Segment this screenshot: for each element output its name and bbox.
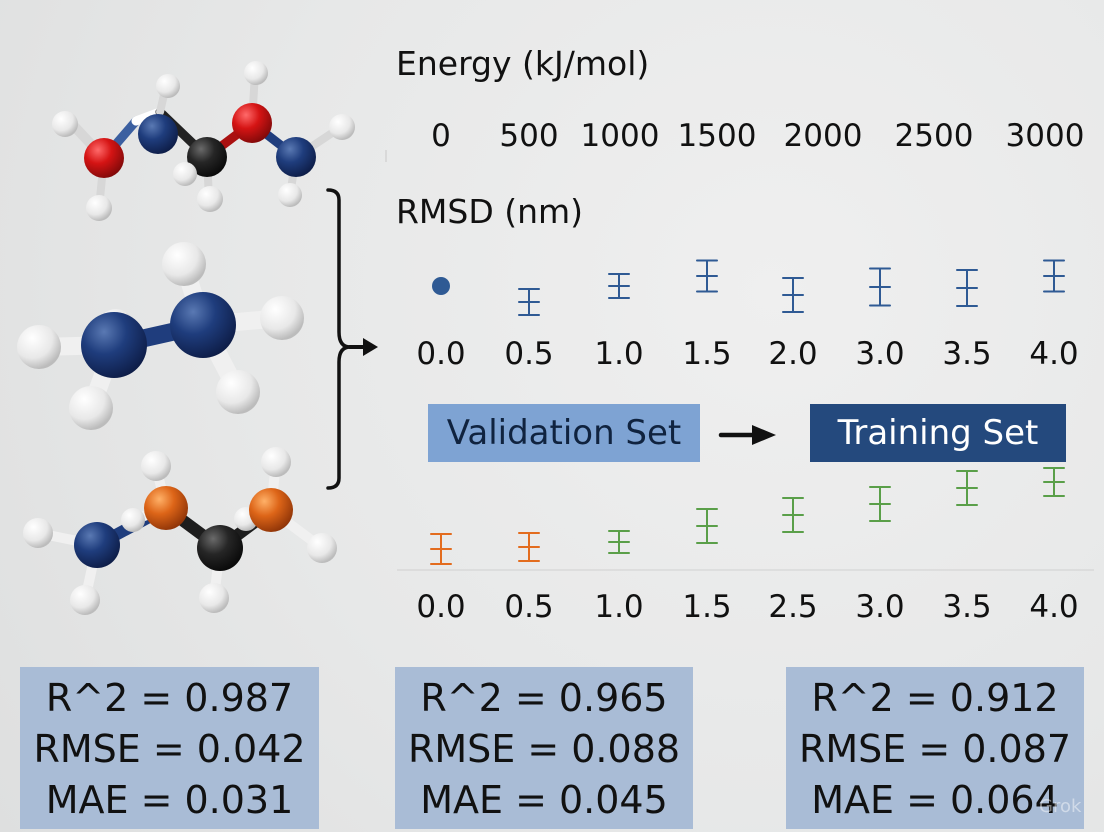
nitrogen-atom [138,114,178,154]
nitrogen-atom [74,522,120,568]
bottom-error-marker [1043,467,1065,497]
rmse-value: RMSE = 0.088 [407,727,681,771]
carbon-atom [187,137,227,177]
top-data-point [432,277,450,295]
hydrogen-atom [141,451,171,481]
rmsd-tick: 1.5 [682,336,732,372]
energy-tick: 1000 [580,118,660,154]
top-error-marker [869,267,891,307]
stats-box-1: R^2 = 0.987 RMSE = 0.042 MAE = 0.031 [20,667,319,829]
top-error-marker [782,277,804,313]
bottom-error-marker [608,530,630,554]
middle-molecule [17,242,304,430]
bottom-error-marker [869,486,891,522]
rmsd-tick: 4.0 [1029,336,1079,372]
bottom-tick: 0.5 [504,589,554,625]
nitrogen-atom [276,137,316,177]
bottom-markers-group [430,467,1065,565]
hydrogen-atom [329,114,355,140]
phosphorus-atom [249,488,293,532]
top-error-marker [696,259,718,293]
r-squared-value: R^2 = 0.965 [420,676,668,720]
hydrogen-atom [156,74,180,98]
rmsd-axis-title: RMSD (nm) [396,192,584,231]
top-error-marker [608,273,630,299]
rmse-value: RMSE = 0.042 [33,727,306,771]
hydrogen-atom [52,111,78,137]
bottom-error-marker [956,470,978,506]
hydrogen-atom [69,386,113,430]
bottom-tick: 0.0 [416,589,466,625]
nitrogen-atom [81,312,147,378]
hydrogen-atom [17,325,61,369]
energy-tick: 2500 [894,118,974,154]
bottom-tick: 1.0 [594,589,644,625]
energy-tick: 3000 [1005,118,1085,154]
bottom-tick: 4.0 [1029,589,1079,625]
rmsd-tick: 0.5 [504,336,554,372]
mae-value: MAE = 0.031 [45,778,294,822]
energy-tick: 1500 [677,118,757,154]
phosphorus-atom [144,486,188,530]
stats-box-2: R^2 = 0.965 RMSE = 0.088 MAE = 0.045 [395,667,693,829]
rmsd-tick: 0.0 [416,336,466,372]
rmsd-tick: 3.5 [942,336,992,372]
bottom-molecule [23,447,337,615]
top-error-marker [1043,259,1065,293]
bottom-tick: 1.5 [682,589,732,625]
right-brace-icon [326,188,352,490]
right-arrow-icon [348,338,378,356]
bottom-tick: 2.5 [768,589,818,625]
hydrogen-atom [261,447,291,477]
energy-tick: 2000 [783,118,863,154]
bottom-error-marker [782,497,804,533]
hydrogen-atom [307,533,337,563]
rmsd-tick: 2.0 [768,336,818,372]
training-set-label: Training Set [837,413,1039,453]
hydrogen-atom [23,518,53,548]
stats-box-3: R^2 = 0.912 RMSE = 0.087 MAE = 0.064 [786,667,1084,829]
hydrogen-atom [70,585,100,615]
hydrogen-atom [244,61,268,85]
hydrogen-atom [278,183,302,207]
oxygen-atom [232,103,272,143]
oxygen-atom [84,138,124,178]
top-markers-group [432,259,1065,316]
validation-set-box: Validation Set [428,404,700,462]
r-squared-value: R^2 = 0.987 [45,676,294,720]
mae-value: MAE = 0.064 [811,778,1059,822]
hydrogen-atom [86,195,112,221]
top-error-marker [956,269,978,307]
hydrogen-atom [162,242,206,286]
mae-value: MAE = 0.045 [420,778,668,822]
rmsd-tick: 1.0 [594,336,644,372]
energy-axis-title: Energy (kJ/mol) [396,44,650,83]
hydrogen-atom [199,583,229,613]
nitrogen-atom [170,292,236,358]
validation-set-label: Validation Set [446,413,682,453]
hydrogen-atom [121,508,145,532]
rmsd-tick: 3.0 [855,336,905,372]
hydrogen-atom [197,186,223,212]
hydrogen-atom [260,296,304,340]
carbon-atom [197,525,243,571]
energy-tick: 0 [431,118,451,154]
r-squared-value: R^2 = 0.912 [811,676,1059,720]
bottom-error-marker [430,533,452,565]
top-molecule [52,61,355,221]
hydrogen-atom [216,370,260,414]
watermark-text: Grok [1039,796,1082,817]
process-arrow-icon [718,425,776,445]
bottom-error-marker [696,508,718,544]
bottom-error-marker [518,532,540,562]
hydrogen-atom [173,162,197,186]
bottom-tick: 3.0 [855,589,905,625]
top-error-marker [518,288,540,316]
training-set-box: Training Set [810,404,1066,462]
energy-tick: 500 [499,118,559,154]
bottom-tick: 3.5 [942,589,992,625]
rmse-value: RMSE = 0.087 [798,727,1072,771]
